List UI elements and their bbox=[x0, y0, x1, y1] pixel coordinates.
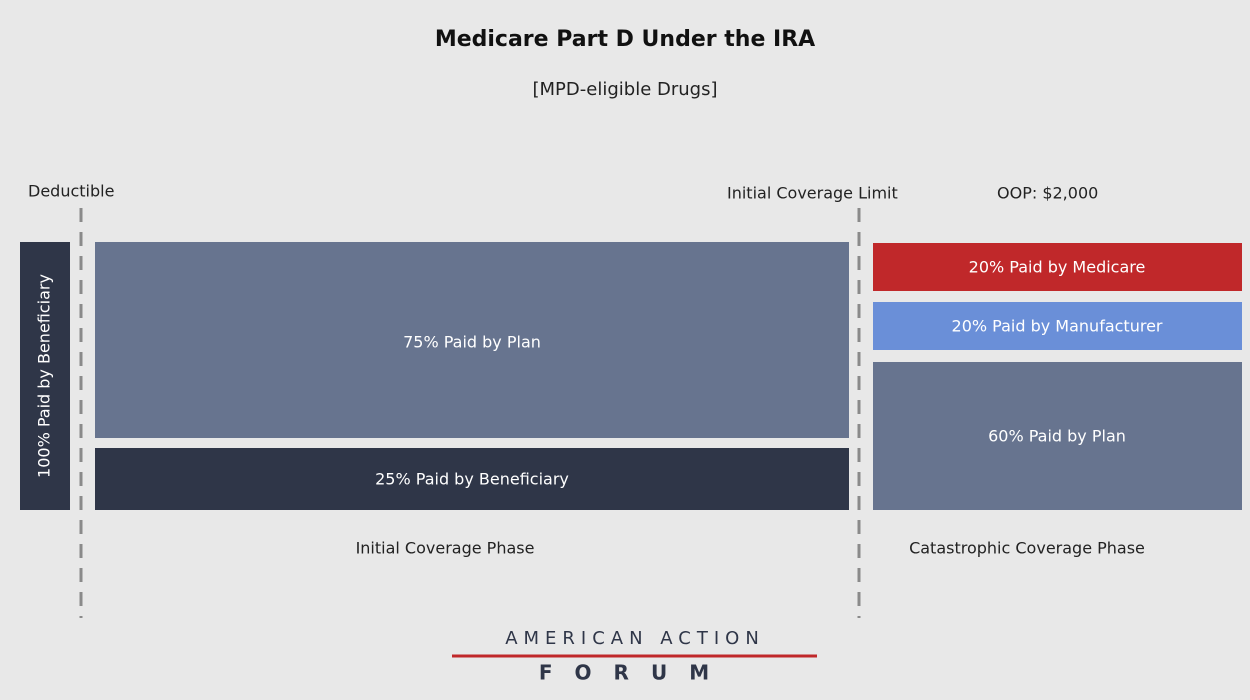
block bbox=[95, 448, 849, 510]
block-label: 100% Paid by Beneficiary bbox=[35, 274, 54, 478]
logo-text: AMERICAN ACTION bbox=[505, 628, 765, 649]
block bbox=[20, 242, 70, 510]
phase-label: Catastrophic Coverage Phase bbox=[909, 539, 1145, 558]
block-label: 60% Paid by Plan bbox=[988, 427, 1126, 446]
marker-label: OOP: $2,000 bbox=[997, 184, 1098, 203]
subtitle: [MPD-eligible Drugs] bbox=[533, 79, 718, 100]
logo-text: FORUM bbox=[539, 661, 731, 685]
block bbox=[873, 362, 1242, 510]
marker-label: Deductible bbox=[28, 182, 114, 201]
block-label: 20% Paid by Manufacturer bbox=[952, 317, 1163, 336]
phase-label: Initial Coverage Phase bbox=[356, 539, 535, 558]
title: Medicare Part D Under the IRA bbox=[435, 27, 815, 52]
block bbox=[873, 302, 1242, 350]
block bbox=[873, 243, 1242, 291]
block-label: 20% Paid by Medicare bbox=[969, 258, 1146, 277]
marker-label: Initial Coverage Limit bbox=[727, 184, 898, 203]
block bbox=[95, 242, 849, 438]
block-label: 75% Paid by Plan bbox=[403, 333, 541, 352]
block-label: 25% Paid by Beneficiary bbox=[375, 470, 569, 489]
